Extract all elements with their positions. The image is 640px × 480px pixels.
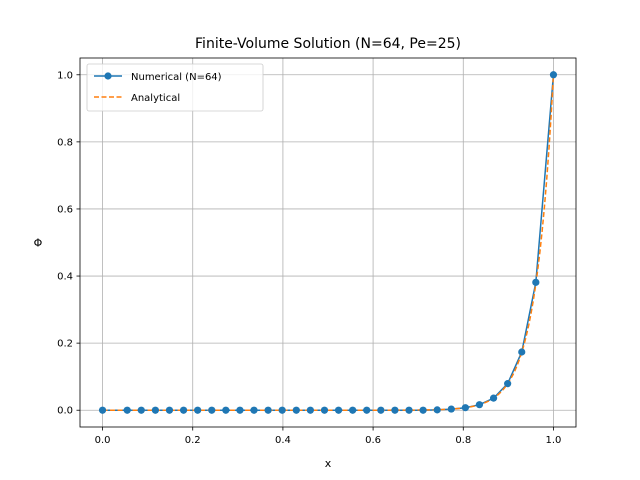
legend-marker-numerical (104, 72, 112, 80)
data-point-numerical (349, 406, 357, 414)
x-axis-label: x (325, 457, 332, 470)
data-point-numerical (208, 406, 216, 414)
data-point-numerical (447, 405, 455, 413)
data-point-numerical (137, 406, 145, 414)
legend-label-analytical: Analytical (131, 93, 180, 104)
data-point-numerical (165, 406, 174, 414)
data-point-numerical (179, 406, 188, 414)
data-point-numerical (549, 71, 558, 79)
legend: Numerical (N=64) Analytical (86, 63, 264, 112)
data-point-numerical (532, 278, 540, 286)
x-tick-label: 1.0 (546, 435, 562, 446)
data-point-numerical (334, 406, 343, 414)
chart-title: Finite-Volume Solution (N=64, Pe=25) (195, 36, 461, 52)
y-tick-label: 0.6 (57, 204, 73, 215)
y-tick-label: 1.0 (57, 70, 73, 81)
y-tick-label: 0.0 (57, 406, 73, 417)
x-tick-label: 0.4 (275, 435, 291, 446)
axes-frame (79, 57, 577, 428)
data-point-numerical (391, 406, 399, 414)
axis-ticks: 0.0 0.2 0.4 0.6 0.8 1.0 0.0 0.2 0.4 0.6 0.8 1.0 (57, 70, 561, 446)
x-tick-label: 0.6 (365, 435, 381, 446)
data-point-numerical (461, 404, 469, 412)
y-tick-label: 0.8 (57, 137, 73, 148)
data-point-numerical (489, 394, 498, 402)
data-point-numerical (250, 406, 258, 414)
data-point-numerical (433, 406, 441, 414)
legend-label-numerical: Numerical (N=64) (131, 72, 222, 83)
data-point-numerical (236, 406, 244, 414)
grid (80, 58, 576, 427)
data-point-numerical (278, 406, 286, 414)
x-tick-label: 0.2 (185, 435, 201, 446)
x-tick-label: 0.0 (95, 435, 111, 446)
x-tick-label: 0.8 (455, 435, 471, 446)
data-point-numerical (264, 406, 272, 414)
data-point-numerical (123, 406, 131, 414)
data-point-numerical (518, 348, 526, 356)
y-tick-label: 0.4 (57, 272, 73, 283)
data-point-numerical (419, 406, 427, 414)
data-point-numerical (98, 406, 107, 414)
data-point-numerical (320, 406, 329, 414)
data-point-numerical (475, 401, 484, 409)
data-point-numerical (504, 380, 512, 388)
data-point-numerical (222, 406, 230, 414)
data-point-numerical (405, 406, 413, 414)
y-tick-label: 0.2 (57, 339, 73, 350)
plot-series (98, 71, 558, 414)
data-point-numerical (292, 406, 300, 414)
data-point-numerical (363, 406, 371, 414)
data-point-numerical (306, 406, 314, 414)
legend-box (86, 63, 264, 112)
y-axis-label: Φ (34, 237, 43, 250)
data-point-numerical (194, 406, 202, 414)
data-point-numerical (377, 406, 385, 414)
data-point-numerical (151, 406, 159, 414)
